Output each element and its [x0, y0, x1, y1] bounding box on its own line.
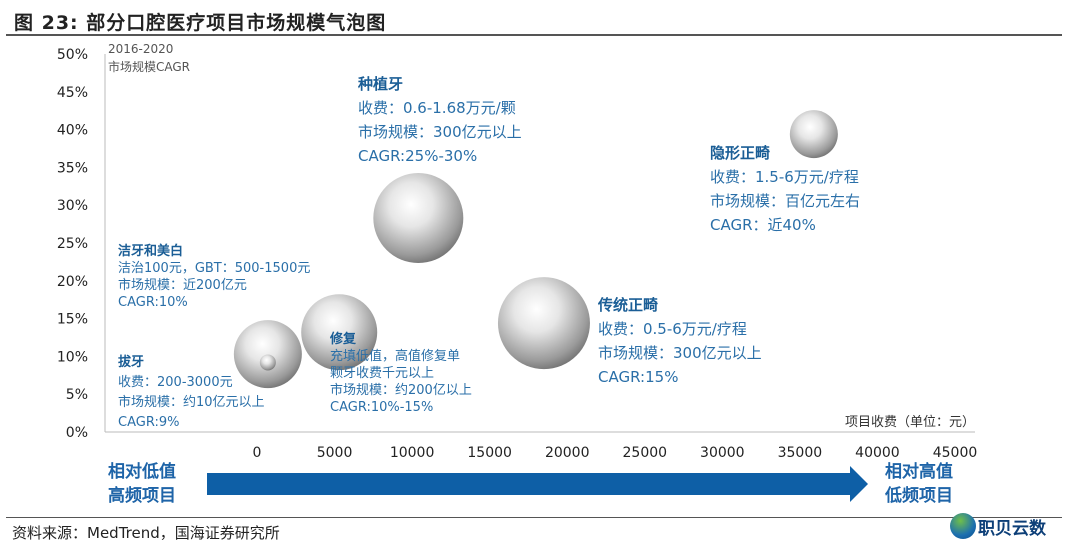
- x-tick-label: 40000: [855, 445, 900, 461]
- y-tick-label: 25%: [57, 236, 88, 252]
- y-tick-label: 0%: [66, 425, 88, 441]
- arrow-right-line2: 低频项目: [884, 485, 953, 506]
- y-tick-label: 20%: [57, 274, 88, 290]
- bubble-4: [497, 277, 590, 370]
- y-tick-label: 5%: [66, 387, 88, 403]
- y-axis-label-line1: 2016-2020: [108, 42, 173, 56]
- bubble-0: [233, 320, 302, 389]
- x-tick-label: 35000: [778, 445, 823, 461]
- bubble-label-line: 市场规模：约200亿以上: [330, 382, 472, 398]
- watermark-logo: 职贝云数: [950, 513, 1046, 539]
- x-tick-label: 5000: [317, 445, 353, 461]
- bubble-label-line: 充填低值，高值修复单: [330, 348, 460, 364]
- bubble-5: [789, 110, 838, 159]
- x-tick-label: 25000: [623, 445, 668, 461]
- bubble-label-line: 市场规模：百亿元左右: [710, 192, 860, 210]
- bubble-label-title: 洁牙和美白: [118, 243, 183, 259]
- y-tick-label: 50%: [57, 47, 88, 63]
- bubble-label-line: CAGR:10%-15%: [330, 400, 433, 415]
- x-tick-label: 30000: [700, 445, 745, 461]
- x-axis-label: 项目收费（单位：元）: [845, 415, 975, 430]
- y-tick-label: 35%: [57, 160, 88, 176]
- x-tick-label: 20000: [545, 445, 590, 461]
- x-tick-label: 0: [253, 445, 262, 461]
- bubble-label-line: 收费：200-3000元: [118, 375, 233, 390]
- figure-title: 图 23: 部分口腔医疗项目市场规模气泡图: [14, 12, 387, 34]
- bubble-label-title: 修复: [329, 331, 357, 347]
- bubble-label-line: 颗牙收费千元以上: [330, 366, 434, 381]
- value-arrow-shaft: [207, 473, 852, 495]
- y-tick-label: 45%: [57, 85, 88, 101]
- bubble-label-title: 拔牙: [118, 354, 144, 370]
- bubble-label-line: 收费：0.5-6万元/疗程: [598, 320, 747, 338]
- title-divider: [6, 34, 1062, 36]
- bubble-label-line: CAGR:9%: [118, 415, 179, 430]
- x-tick-label: 45000: [933, 445, 978, 461]
- bubble-label-line: 市场规模：300亿元以上: [358, 123, 522, 141]
- bubble-label-line: 市场规模：300亿元以上: [598, 344, 762, 362]
- bubble-label-line: CAGR：近40%: [710, 216, 816, 234]
- bubble-label-line: 市场规模：约10亿元以上: [118, 394, 265, 410]
- bubble-label-line: 收费：0.6-1.68万元/颗: [358, 99, 516, 117]
- bubble-3: [373, 173, 464, 264]
- bubble-label-title: 传统正畸: [597, 296, 658, 314]
- footer-divider: [6, 517, 1062, 518]
- bubble-label-line: 洁治100元，GBT：500-1500元: [118, 261, 310, 276]
- bubble-label-line: CAGR:15%: [598, 368, 678, 386]
- bubble-label-line: CAGR:25%-30%: [358, 147, 477, 165]
- bubble-label-line: 收费：1.5-6万元/疗程: [710, 168, 859, 186]
- bubble-label-title: 种植牙: [357, 75, 403, 93]
- y-axis-label-line2: 市场规模CAGR: [108, 59, 190, 74]
- y-tick-label: 10%: [57, 349, 88, 365]
- x-tick-label: 10000: [390, 445, 435, 461]
- logo-icon: [950, 513, 976, 539]
- x-tick-label: 15000: [467, 445, 512, 461]
- logo-text: 职贝云数: [978, 518, 1046, 539]
- source-note: 资料来源：MedTrend，国海证券研究所: [12, 524, 280, 542]
- arrow-left-line1: 相对低值: [108, 461, 176, 482]
- value-arrow-head: [850, 466, 868, 502]
- bubble-2: [301, 294, 378, 371]
- y-tick-label: 30%: [57, 198, 88, 214]
- arrow-right-line1: 相对高值: [885, 461, 953, 482]
- bubble-label-title: 隐形正畸: [710, 144, 770, 162]
- bubble-label-line: 市场规模：近200亿元: [118, 277, 247, 293]
- arrow-left-line2: 高频项目: [108, 485, 176, 506]
- bubble-1: [259, 354, 276, 371]
- bubble-label-line: CAGR:10%: [118, 295, 188, 310]
- y-tick-label: 15%: [57, 312, 88, 328]
- y-tick-label: 40%: [57, 123, 88, 139]
